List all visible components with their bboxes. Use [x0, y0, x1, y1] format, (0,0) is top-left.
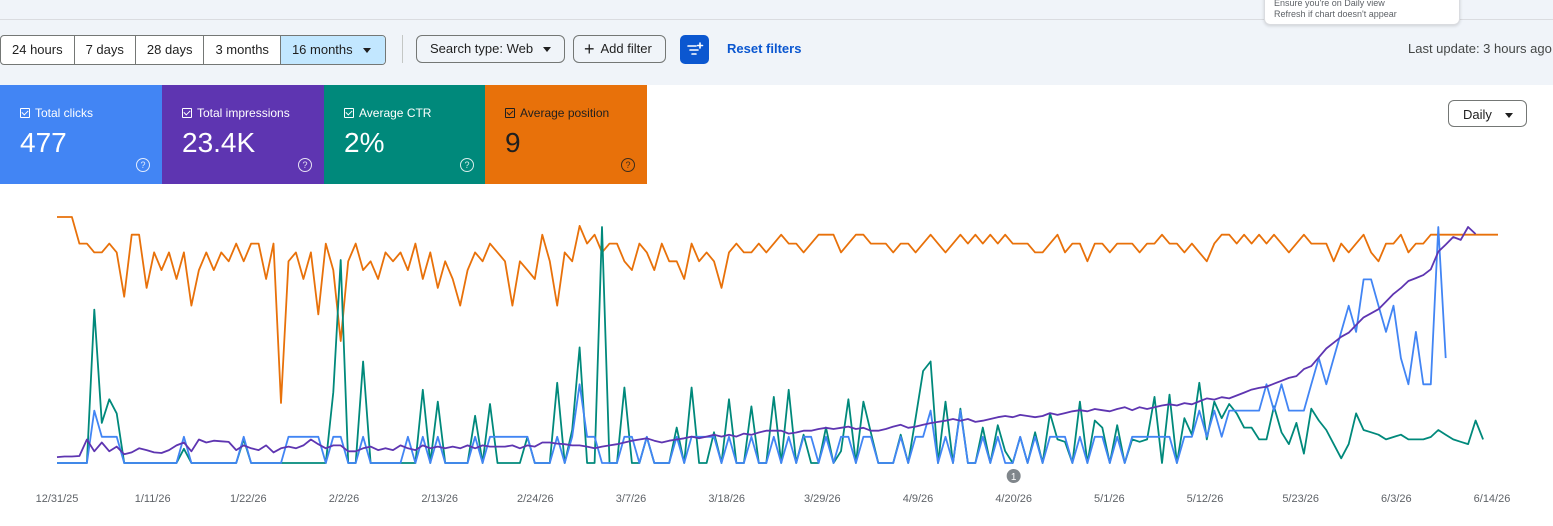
- help-icon[interactable]: ?: [298, 158, 312, 172]
- filter-list-icon: [687, 42, 704, 55]
- tooltip-line-1: Ensure you're on Daily view: [1274, 0, 1385, 8]
- metric-value: 2%: [344, 127, 385, 158]
- search-type-dropdown[interactable]: Search type: Web: [416, 35, 566, 63]
- checkbox-icon: [344, 108, 354, 118]
- metric-value: 23.4K: [182, 127, 256, 158]
- range-7-days[interactable]: 7 days: [75, 36, 136, 64]
- help-icon[interactable]: ?: [136, 158, 150, 172]
- granularity-label: Daily: [1463, 107, 1492, 122]
- top-divider: [0, 19, 1553, 20]
- help-icon[interactable]: ?: [460, 158, 474, 172]
- toolbar-separator: [402, 35, 403, 63]
- metric-label: Average CTR: [359, 106, 432, 120]
- date-range-selector: 24 hours 7 days 28 days 3 months 16 mont…: [0, 35, 386, 65]
- last-update-text: Last update: 3 hours ago: [1408, 41, 1552, 56]
- x-tick-label: 5/12/26: [1187, 493, 1224, 505]
- plus-icon: +: [584, 39, 595, 59]
- checkbox-icon: [182, 108, 192, 118]
- series-line-average-position: [57, 216, 1498, 404]
- add-filter-button[interactable]: + Add filter: [573, 35, 666, 63]
- range-3-months[interactable]: 3 months: [204, 36, 281, 64]
- x-tick-label: 6/3/26: [1381, 493, 1412, 505]
- metric-label: Total impressions: [197, 106, 290, 120]
- x-tick-label: 2/13/26: [421, 493, 458, 505]
- range-16-months-label: 16 months: [291, 42, 353, 57]
- chevron-down-icon: [1504, 113, 1513, 119]
- x-tick-label: 5/23/26: [1282, 493, 1319, 505]
- metric-label: Total clicks: [35, 106, 94, 120]
- reset-filters-link[interactable]: Reset filters: [727, 41, 802, 56]
- series-line-average-ctr: [57, 226, 1484, 464]
- performance-chart: 12/31/25 1/11/26 1/22/26 2/2/26 2/13/26 2/24/…: [36, 216, 1511, 505]
- x-tick-label: 6/14/26: [1474, 493, 1511, 505]
- x-tick-label: 5/1/26: [1094, 493, 1125, 505]
- granularity-dropdown[interactable]: Daily: [1448, 100, 1527, 127]
- annotation-marker[interactable]: [1006, 469, 1021, 483]
- metric-value: 9: [505, 127, 521, 158]
- range-24-hours[interactable]: 24 hours: [1, 36, 75, 64]
- range-28-days[interactable]: 28 days: [136, 36, 205, 64]
- checkbox-icon: [505, 108, 515, 118]
- metric-total-clicks[interactable]: Total clicks 477 ?: [0, 85, 162, 184]
- add-filter-label: Add filter: [600, 41, 652, 56]
- x-tick-label: 3/18/26: [708, 493, 745, 505]
- metric-average-ctr[interactable]: Average CTR 2% ?: [324, 85, 486, 184]
- tooltip-line-2: Refresh if chart doesn't appear: [1274, 9, 1397, 19]
- series-line-total-clicks: [57, 226, 1447, 464]
- x-tick-label: 3/7/26: [616, 493, 647, 505]
- annotation-count: 1: [1011, 472, 1017, 483]
- search-type-label: Search type: Web: [430, 41, 534, 56]
- x-tick-label: 4/9/26: [903, 493, 934, 505]
- x-tick-label: 1/22/26: [230, 493, 267, 505]
- series-line-total-impressions: [56, 226, 1477, 458]
- metric-average-position[interactable]: Average position 9 ?: [485, 85, 647, 184]
- x-tick-label: 2/24/26: [517, 493, 554, 505]
- metric-label: Average position: [520, 106, 610, 120]
- x-tick-label: 1/11/26: [135, 493, 171, 505]
- x-tick-label: 3/29/26: [804, 493, 841, 505]
- x-tick-label: 2/2/26: [329, 493, 360, 505]
- x-tick-label: 12/31/25: [36, 493, 79, 505]
- filter-settings-button[interactable]: [680, 35, 709, 64]
- x-tick-label: 4/20/26: [995, 493, 1032, 505]
- metric-total-impressions[interactable]: Total impressions 23.4K ?: [162, 85, 324, 184]
- range-16-months[interactable]: 16 months: [280, 36, 385, 64]
- checkbox-icon: [20, 108, 30, 118]
- metric-value: 477: [20, 127, 67, 158]
- chevron-down-icon: [362, 48, 371, 54]
- chevron-down-icon: [543, 47, 552, 53]
- help-tooltip: Ensure you're on Daily view Refresh if c…: [1264, 0, 1460, 25]
- help-icon[interactable]: ?: [621, 158, 635, 172]
